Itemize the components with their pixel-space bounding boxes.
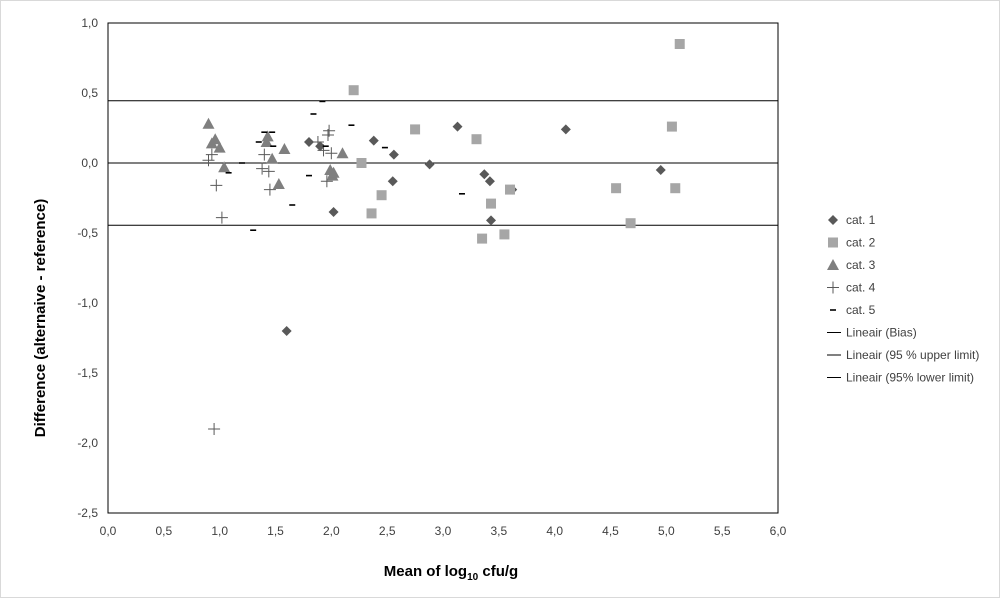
- point-cat-2: [505, 184, 515, 195]
- x-tick-label: 2,0: [323, 524, 340, 538]
- x-tick-label: 3,5: [490, 524, 507, 538]
- point-cat-3: [209, 133, 222, 145]
- point-cat-1: [479, 169, 490, 180]
- point-cat-2: [611, 183, 622, 194]
- legend-label: Lineair (95% lower limit): [846, 371, 974, 385]
- point-cat-2: [670, 183, 681, 194]
- legend-marker-cat-3: [827, 259, 839, 270]
- point-cat-4: [258, 148, 271, 161]
- legend-marker-cat-2: [828, 237, 838, 248]
- legend-marker-cat-1: [828, 215, 838, 225]
- x-axis-title-subscript: 10: [467, 572, 479, 583]
- y-tick-label: -1,5: [77, 366, 98, 380]
- point-cat-2: [356, 158, 367, 168]
- legend-label: cat. 5: [846, 303, 876, 317]
- x-tick-label: 3,0: [435, 524, 452, 538]
- x-tick-label: 5,5: [714, 524, 731, 538]
- y-axis-tick-labels: 1,0 0,5 0,0 -0,5 -1,0 -1,5 -2,0 -2,5: [77, 16, 98, 520]
- point-cat-2: [666, 121, 677, 132]
- legend-label: cat. 1: [846, 213, 876, 227]
- point-cat-3: [261, 130, 274, 142]
- x-tick-label: 0,0: [100, 524, 117, 538]
- point-cat-4: [205, 148, 218, 161]
- point-cat-3: [213, 141, 226, 153]
- point-cat-3: [278, 143, 291, 154]
- y-tick-label: -2,0: [77, 436, 98, 450]
- y-tick-label: 1,0: [81, 16, 98, 30]
- legend-label: cat. 2: [846, 236, 876, 250]
- x-tick-label: 0,5: [155, 524, 172, 538]
- legend-label: cat. 3: [846, 258, 876, 272]
- point-cat-2: [499, 229, 510, 240]
- point-cat-1: [328, 207, 339, 217]
- x-tick-label: 1,0: [211, 524, 228, 538]
- x-tick-label: 4,0: [546, 524, 563, 538]
- x-axis-title-prefix: Mean of log: [384, 563, 467, 580]
- legend-label: Lineair (95 % upper limit): [846, 348, 979, 362]
- point-cat-2: [486, 198, 497, 209]
- y-tick-label: -0,5: [77, 226, 98, 240]
- legend-label: Lineair (Bias): [846, 326, 917, 340]
- point-cat-2: [410, 124, 421, 135]
- point-cat-2: [471, 134, 482, 145]
- x-axis-title-suffix: cfu/g: [478, 563, 518, 580]
- point-cat-4: [262, 165, 275, 178]
- point-cat-4: [208, 423, 221, 435]
- point-cat-1: [368, 135, 379, 146]
- x-tick-label: 6,0: [770, 524, 787, 538]
- point-cat-2: [674, 39, 685, 49]
- point-cat-3: [202, 117, 215, 129]
- point-cat-1: [486, 215, 497, 226]
- point-cat-2: [366, 208, 377, 219]
- x-tick-label: 4,5: [602, 524, 619, 538]
- point-cat-2: [625, 218, 636, 229]
- point-cat-4: [323, 124, 336, 137]
- point-cat-4: [210, 179, 223, 192]
- point-cat-3: [327, 166, 340, 178]
- point-cat-4: [311, 136, 324, 148]
- point-cat-2: [477, 233, 488, 244]
- point-cat-1: [304, 137, 314, 147]
- x-axis-title: Mean of log10 cfu/g: [384, 563, 518, 583]
- y-tick-label: -2,5: [77, 506, 98, 520]
- point-cat-4: [325, 147, 338, 160]
- point-cat-1: [424, 159, 435, 170]
- point-cat-1: [452, 121, 463, 132]
- point-cat-2: [348, 85, 359, 96]
- point-cat-1: [388, 149, 399, 160]
- point-cat-3: [336, 147, 349, 159]
- point-cat-1: [655, 165, 666, 175]
- reference-lines: [108, 100, 778, 226]
- point-cat-2: [376, 190, 387, 201]
- y-tick-label: 0,5: [81, 86, 98, 100]
- point-cat-4: [215, 211, 228, 224]
- data-points: [202, 39, 685, 435]
- legend: cat. 1 cat. 2 cat. 3 cat. 4 cat. 5 Lineair (B…: [827, 213, 979, 385]
- point-cat-1: [484, 176, 495, 187]
- point-cat-1: [281, 326, 292, 336]
- point-cat-3: [260, 136, 273, 147]
- point-cat-1: [387, 176, 398, 187]
- point-cat-3: [266, 152, 279, 164]
- plot-area: [107, 22, 779, 514]
- x-tick-label: 5,0: [658, 524, 675, 538]
- point-cat-3: [272, 178, 285, 189]
- legend-marker-cat-4: [827, 281, 839, 294]
- y-tick-label: -1,0: [77, 296, 98, 310]
- point-cat-3: [218, 161, 231, 173]
- point-cat-4: [263, 183, 276, 196]
- x-tick-label: 1,5: [267, 524, 284, 538]
- legend-label: cat. 4: [846, 281, 876, 295]
- point-cat-1: [560, 124, 571, 135]
- y-axis-title: Difference (alternaive - reference): [32, 199, 49, 437]
- point-cat-4: [202, 154, 215, 167]
- x-axis-tick-labels: 0,0 0,5 1,0 1,5 2,0 2,5 3,0 3,5 4,0 4,5 5,0 5,5 6,0: [100, 524, 787, 538]
- point-cat-4: [256, 162, 269, 175]
- y-tick-label: 0,0: [81, 156, 98, 170]
- point-cat-4: [320, 175, 333, 188]
- x-tick-label: 2,5: [379, 524, 396, 538]
